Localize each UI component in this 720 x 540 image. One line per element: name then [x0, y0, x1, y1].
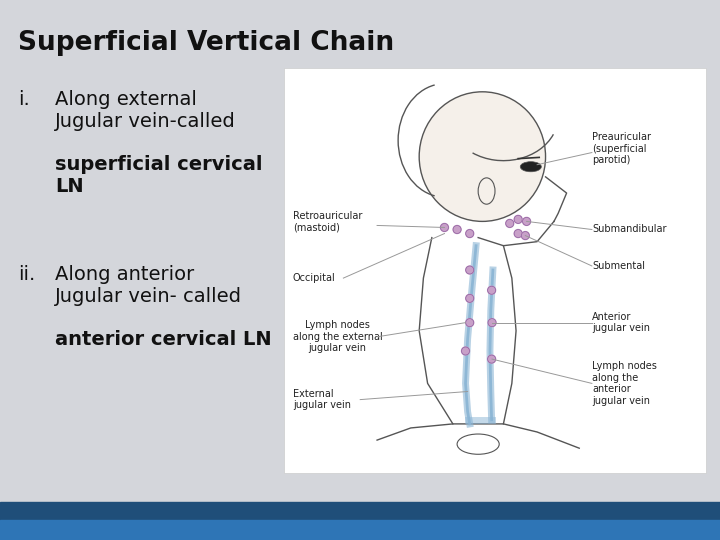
Circle shape [487, 355, 495, 363]
Text: Lymph nodes
along the
anterior
jugular vein: Lymph nodes along the anterior jugular v… [592, 361, 657, 406]
Ellipse shape [419, 92, 546, 221]
Text: Lymph nodes
along the external
jugular vein: Lymph nodes along the external jugular v… [293, 320, 382, 353]
Circle shape [466, 266, 474, 274]
Text: ii.: ii. [18, 265, 35, 284]
Text: External
jugular vein: External jugular vein [293, 389, 351, 410]
Text: Along anterior
Jugular vein- called: Along anterior Jugular vein- called [55, 265, 242, 306]
Bar [284, 68, 706, 472]
Circle shape [488, 319, 496, 327]
Bar [0, 520, 720, 540]
Bar [0, 502, 720, 520]
Text: superficial cervical
LN: superficial cervical LN [55, 155, 263, 196]
Ellipse shape [478, 178, 495, 204]
Circle shape [466, 294, 474, 302]
Circle shape [466, 319, 474, 327]
Text: Along external
Jugular vein-called: Along external Jugular vein-called [55, 90, 235, 131]
Circle shape [505, 219, 514, 227]
Text: Preauricular
(superficial
parotid): Preauricular (superficial parotid) [592, 132, 651, 165]
Ellipse shape [521, 161, 541, 172]
Circle shape [462, 347, 469, 355]
Circle shape [523, 218, 531, 225]
Circle shape [514, 215, 522, 224]
Text: anterior cervical LN: anterior cervical LN [55, 330, 271, 349]
Text: Submandibular: Submandibular [592, 225, 667, 234]
Text: i.: i. [18, 90, 30, 109]
Circle shape [441, 224, 449, 232]
Circle shape [521, 232, 529, 240]
Text: Retroauricular
(mastoid): Retroauricular (mastoid) [293, 211, 362, 232]
Text: Anterior
jugular vein: Anterior jugular vein [592, 312, 650, 333]
Text: Occipital: Occipital [293, 273, 336, 283]
Circle shape [453, 226, 461, 233]
Circle shape [487, 286, 495, 294]
Text: Superficial Vertical Chain: Superficial Vertical Chain [18, 30, 394, 56]
Circle shape [514, 230, 522, 238]
Text: Submental: Submental [592, 261, 645, 271]
Circle shape [466, 230, 474, 238]
